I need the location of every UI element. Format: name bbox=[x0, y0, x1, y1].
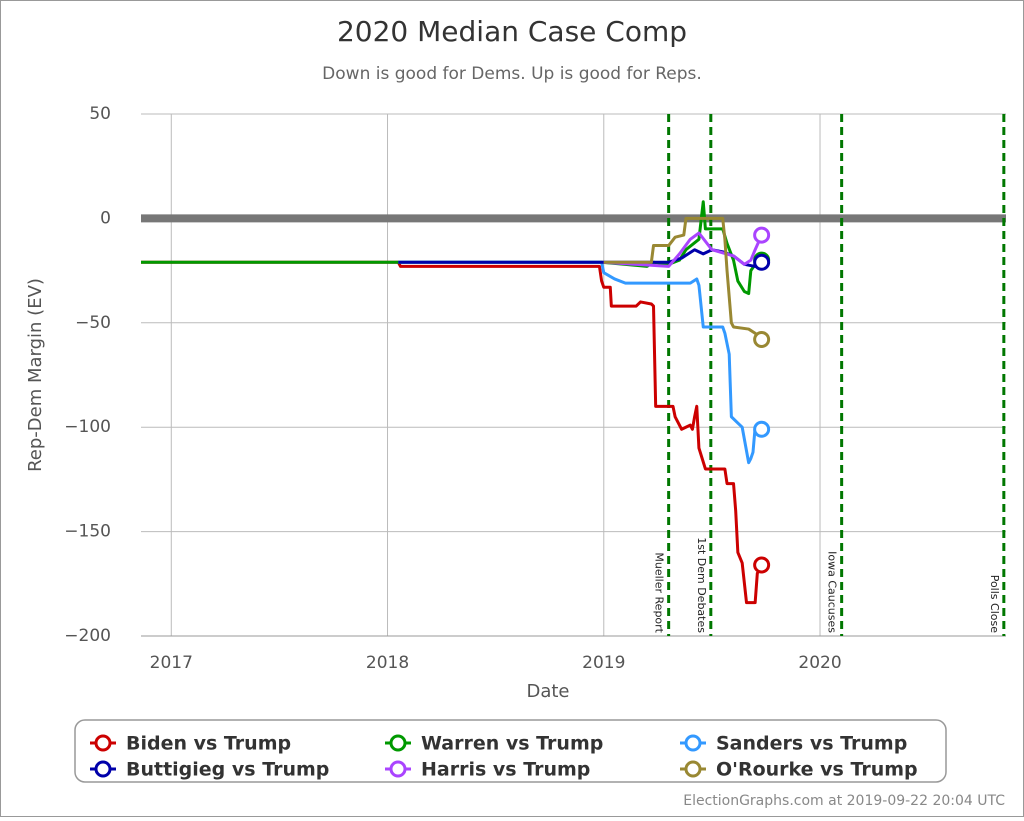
legend-label: Harris vs Trump bbox=[421, 759, 590, 781]
end-marker bbox=[753, 420, 771, 438]
end-marker bbox=[753, 226, 771, 244]
legend-marker bbox=[94, 760, 112, 778]
legend-label: Buttigieg vs Trump bbox=[126, 759, 329, 781]
legend-marker bbox=[684, 760, 702, 778]
end-marker bbox=[753, 253, 771, 271]
legend-marker bbox=[389, 734, 407, 752]
credit: ElectionGraphs.com at 2019-09-22 20:04 U… bbox=[683, 793, 1005, 809]
event-label: Polls Close bbox=[988, 575, 1001, 634]
y-tick-label: −150 bbox=[64, 522, 111, 542]
event-label: Mueller Report bbox=[653, 552, 666, 633]
chart-subtitle: Down is good for Dems. Up is good for Re… bbox=[322, 64, 702, 84]
series-line bbox=[603, 216, 763, 341]
x-tick-label: 2019 bbox=[582, 653, 625, 673]
y-tick-label: −100 bbox=[64, 417, 111, 437]
series-line bbox=[141, 260, 763, 605]
x-tick-label: 2017 bbox=[150, 653, 193, 673]
x-tick-label: 2018 bbox=[366, 653, 409, 673]
y-tick-label: −50 bbox=[75, 313, 111, 333]
legend-label: Warren vs Trump bbox=[421, 733, 603, 755]
y-tick-label: 50 bbox=[89, 104, 111, 124]
event-label: Iowa Caucuses bbox=[826, 551, 839, 633]
legend-label: Biden vs Trump bbox=[126, 733, 291, 755]
legend-marker bbox=[389, 760, 407, 778]
y-tick-label: 0 bbox=[100, 208, 111, 228]
y-axis-label: Rep-Dem Margin (EV) bbox=[25, 278, 46, 472]
legend-marker bbox=[684, 734, 702, 752]
y-tick-label: −200 bbox=[64, 626, 111, 646]
end-marker bbox=[753, 556, 771, 574]
x-tick-label: 2020 bbox=[798, 653, 841, 673]
legend-box bbox=[74, 719, 947, 783]
end-marker bbox=[753, 331, 771, 349]
x-axis-label: Date bbox=[526, 681, 569, 702]
legend-label: Sanders vs Trump bbox=[716, 733, 907, 755]
legend-marker bbox=[94, 734, 112, 752]
event-label: 1st Dem Debates bbox=[695, 537, 708, 633]
legend-label: O'Rourke vs Trump bbox=[716, 759, 918, 781]
series-line bbox=[398, 260, 763, 465]
series-line bbox=[603, 231, 764, 268]
chart-title: 2020 Median Case Comp bbox=[337, 15, 687, 48]
